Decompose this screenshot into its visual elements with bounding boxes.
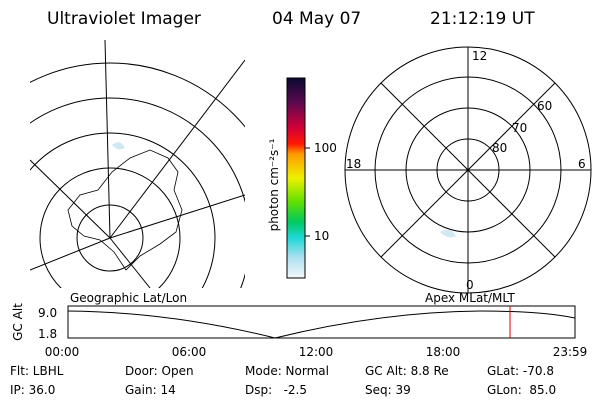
mlt-label: 18 bbox=[346, 157, 361, 171]
lat-label: 80 bbox=[492, 141, 507, 155]
info-field: Gain: 14 bbox=[125, 383, 176, 397]
y-tick-label: 1.8 bbox=[38, 327, 57, 341]
mlt-label: 12 bbox=[472, 49, 487, 63]
y-label: GC Alt bbox=[11, 303, 25, 341]
lat-label: 70 bbox=[512, 121, 527, 135]
x-tick-label: 00:00 bbox=[45, 345, 80, 359]
info-field: Dsp: -2.5 bbox=[245, 383, 307, 397]
colorbar-tick: 10 bbox=[314, 229, 329, 243]
info-field: GLon: 85.0 bbox=[487, 383, 556, 397]
info-field: Flt: LBHL bbox=[10, 364, 64, 378]
title: Ultraviolet Imager bbox=[47, 9, 201, 29]
date: 04 May 07 bbox=[272, 9, 361, 29]
polar-label: Apex MLat/MLT bbox=[425, 291, 515, 305]
timeline-box bbox=[67, 305, 576, 339]
info-field: GC Alt: 8.8 Re bbox=[365, 364, 449, 378]
lat-label: 60 bbox=[537, 99, 552, 113]
x-ticks: 00:00 06:00 12:00 18:00 23:59 bbox=[45, 345, 588, 359]
x-tick-label: 23:59 bbox=[553, 345, 588, 359]
y-tick-label: 9.0 bbox=[38, 306, 57, 320]
x-tick-label: 12:00 bbox=[299, 345, 334, 359]
altitude-curve bbox=[67, 310, 576, 339]
info-field: Door: Open bbox=[125, 364, 194, 378]
colorbar-tick: 100 bbox=[314, 141, 337, 155]
info-field: Mode: Normal bbox=[245, 364, 329, 378]
geographic-map bbox=[30, 40, 245, 288]
map-label: Geographic Lat/Lon bbox=[70, 291, 187, 305]
x-tick-label: 06:00 bbox=[172, 345, 207, 359]
mlt-label: 0 bbox=[466, 278, 474, 292]
time: 21:12:19 UT bbox=[430, 9, 535, 29]
info-table: Flt: LBHL Door: Open Mode: Normal GC Alt: 8… bbox=[10, 364, 556, 397]
info-field: GLat: -70.8 bbox=[487, 364, 554, 378]
info-field: IP: 36.0 bbox=[10, 383, 55, 397]
x-tick-label: 18:00 bbox=[426, 345, 461, 359]
colorbar-label: photon cm⁻²s⁻¹ bbox=[267, 138, 281, 231]
info-field: Seq: 39 bbox=[365, 383, 411, 397]
colorbar bbox=[286, 77, 306, 279]
mlt-label: 6 bbox=[578, 157, 586, 171]
polar-grid bbox=[344, 46, 592, 294]
